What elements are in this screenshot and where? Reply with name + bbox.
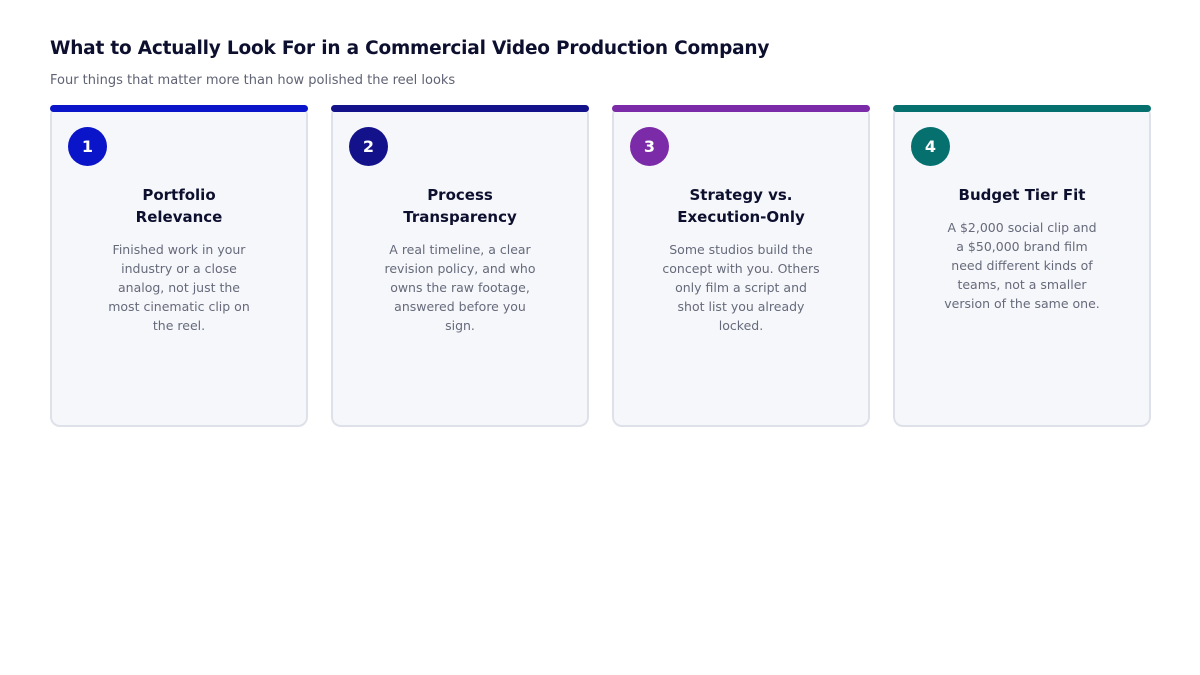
number-badge: 1 xyxy=(68,127,107,166)
card-description-line: shot list you already xyxy=(677,299,805,314)
card-description-line: the reel. xyxy=(152,318,206,333)
page-title: What to Actually Look For in a Commercia… xyxy=(50,38,770,59)
card-description-line: locked. xyxy=(718,318,764,333)
card-description: A $2,000 social clip and a $50,000 brand… xyxy=(915,218,1129,313)
card-description-line: version of the same one. xyxy=(944,296,1100,311)
card-description-line: Finished work in your xyxy=(112,242,246,257)
card-description-line: analog, not just the xyxy=(118,280,240,295)
card-description-line: a $50,000 brand film xyxy=(956,239,1088,254)
card-description-line: teams, not a smaller xyxy=(957,277,1087,292)
page-subtitle: Four things that matter more than how po… xyxy=(50,73,456,88)
card-description: Finished work in your industry or a clos… xyxy=(72,240,286,335)
card-description: Some studios build the concept with you.… xyxy=(634,240,848,335)
card-description-line: sign. xyxy=(445,318,475,333)
card-title-line: Process xyxy=(427,186,493,204)
card-title: Process Transparency xyxy=(353,184,567,228)
card-description-line: A real timeline, a clear xyxy=(389,242,531,257)
criteria-card-budget-tier-fit: 4 Budget Tier Fit A $2,000 social clip a… xyxy=(893,105,1151,427)
number-badge: 3 xyxy=(630,127,669,166)
card-description-line: revision policy, and who xyxy=(384,261,536,276)
criteria-card-strategy-vs-execution: 3 Strategy vs. Execution-Only Some studi… xyxy=(612,105,870,427)
card-title-line: Transparency xyxy=(403,208,517,226)
card-title: Strategy vs. Execution-Only xyxy=(634,184,848,228)
card-accent-bar xyxy=(331,105,589,112)
card-title-line: Strategy vs. xyxy=(689,186,793,204)
number-badge: 2 xyxy=(349,127,388,166)
card-accent-bar xyxy=(612,105,870,112)
card-description-line: concept with you. Others xyxy=(662,261,820,276)
card-description-line: answered before you xyxy=(394,299,526,314)
card-title-line: Relevance xyxy=(135,208,223,226)
criteria-card-portfolio-relevance: 1 Portfolio Relevance Finished work in y… xyxy=(50,105,308,427)
card-title-line: Portfolio xyxy=(142,186,216,204)
card-description-line: A $2,000 social clip and xyxy=(947,220,1097,235)
card-title: Budget Tier Fit xyxy=(915,184,1129,206)
criteria-cards: 1 Portfolio Relevance Finished work in y… xyxy=(50,105,1151,427)
card-description-line: need different kinds of xyxy=(951,258,1093,273)
card-description-line: owns the raw footage, xyxy=(390,280,530,295)
card-title-line: Budget Tier Fit xyxy=(958,186,1086,204)
card-description-line: Some studios build the xyxy=(669,242,813,257)
card-description: A real timeline, a clear revision policy… xyxy=(353,240,567,335)
card-accent-bar xyxy=(893,105,1151,112)
criteria-card-process-transparency: 2 Process Transparency A real timeline, … xyxy=(331,105,589,427)
card-title-line: Execution-Only xyxy=(677,208,805,226)
card-accent-bar xyxy=(50,105,308,112)
card-title: Portfolio Relevance xyxy=(72,184,286,228)
card-description-line: most cinematic clip on xyxy=(108,299,250,314)
card-description-line: industry or a close xyxy=(121,261,237,276)
card-description-line: only film a script and xyxy=(675,280,807,295)
number-badge: 4 xyxy=(911,127,950,166)
